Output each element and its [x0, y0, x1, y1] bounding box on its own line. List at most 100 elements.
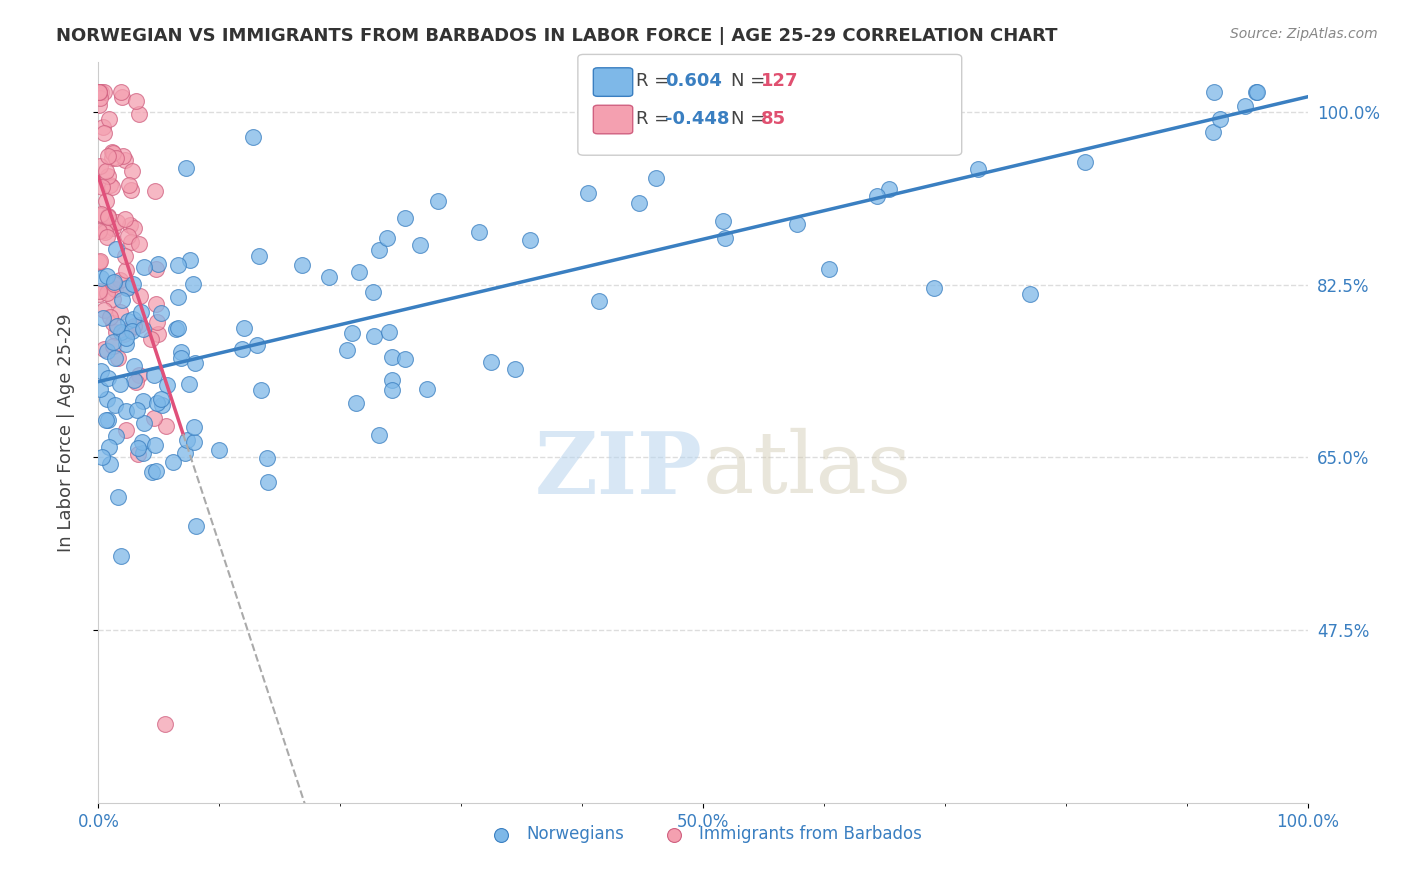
Point	[103, 277, 125, 292]
Point	[101, 293, 124, 307]
Point	[110, 549, 132, 563]
Text: 127: 127	[761, 72, 799, 90]
Point	[111, 293, 134, 307]
Point	[108, 273, 131, 287]
Point	[505, 361, 527, 376]
Point	[93, 302, 115, 317]
Point	[1246, 85, 1268, 99]
Text: NORWEGIAN VS IMMIGRANTS FROM BARBADOS IN LABOR FORCE | AGE 25-29 CORRELATION CHA: NORWEGIAN VS IMMIGRANTS FROM BARBADOS IN…	[56, 27, 1057, 45]
Point	[93, 126, 115, 140]
Point	[361, 285, 384, 299]
Point	[110, 325, 132, 339]
Point	[117, 314, 139, 328]
Point	[90, 85, 112, 99]
Point	[1244, 85, 1267, 99]
Point	[817, 261, 839, 276]
Point	[146, 396, 169, 410]
Point	[101, 145, 124, 160]
Point	[131, 434, 153, 449]
Point	[96, 285, 118, 300]
Point	[231, 343, 253, 357]
Point	[104, 398, 127, 412]
Text: R =: R =	[636, 72, 675, 90]
Point	[120, 322, 142, 336]
Point	[129, 288, 152, 302]
Point	[257, 475, 280, 489]
Point	[645, 171, 668, 186]
Point	[891, 126, 914, 140]
Point	[93, 85, 115, 99]
Point	[104, 243, 127, 257]
Point	[877, 182, 900, 196]
Point	[183, 434, 205, 449]
Point	[149, 306, 172, 320]
Point	[711, 214, 734, 228]
Point	[167, 258, 190, 272]
Text: atlas: atlas	[703, 428, 912, 511]
Point	[124, 373, 146, 387]
Point	[714, 230, 737, 244]
Point	[87, 286, 110, 301]
Point	[637, 116, 659, 130]
Point	[242, 130, 264, 145]
Point	[97, 413, 120, 427]
Point	[105, 326, 128, 340]
Point	[96, 343, 118, 358]
Point	[349, 265, 371, 279]
Point	[104, 429, 127, 443]
Point	[110, 376, 132, 391]
Point	[97, 210, 120, 224]
Point	[104, 351, 127, 365]
Point	[131, 393, 153, 408]
Point	[381, 350, 404, 364]
Point	[146, 327, 169, 342]
Text: R =: R =	[636, 110, 675, 128]
Point	[104, 152, 127, 166]
Point	[183, 420, 205, 434]
Point	[1074, 155, 1097, 169]
Point	[150, 392, 173, 407]
Point	[922, 281, 945, 295]
Point	[128, 318, 150, 333]
Point	[375, 231, 398, 245]
Point	[96, 230, 118, 244]
Point	[98, 310, 121, 324]
Point	[97, 112, 120, 126]
Point	[627, 196, 650, 211]
Point	[143, 184, 166, 198]
Point	[89, 284, 111, 298]
Point	[105, 318, 128, 333]
Point	[179, 252, 201, 267]
Point	[1204, 85, 1226, 99]
Point	[89, 160, 111, 174]
Point	[145, 464, 167, 478]
Point	[1208, 112, 1230, 126]
Point	[143, 368, 166, 382]
Point	[409, 238, 432, 252]
Point	[125, 375, 148, 389]
Point	[87, 255, 110, 269]
Point	[120, 235, 142, 249]
Point	[903, 126, 925, 140]
Point	[1201, 125, 1223, 139]
Point	[97, 149, 120, 163]
Point	[250, 383, 273, 397]
Point	[173, 446, 195, 460]
Point	[115, 423, 138, 437]
Point	[169, 344, 191, 359]
Point	[128, 236, 150, 251]
Point	[866, 189, 889, 203]
Point	[94, 164, 117, 178]
Point	[101, 145, 124, 160]
Point	[246, 337, 269, 351]
Point	[115, 403, 138, 417]
Point	[103, 335, 125, 350]
Point	[125, 94, 148, 108]
Point	[87, 85, 110, 99]
Point	[90, 450, 112, 464]
Text: Source: ZipAtlas.com: Source: ZipAtlas.com	[1230, 27, 1378, 41]
Point	[378, 325, 401, 339]
Point	[318, 270, 340, 285]
Point	[174, 161, 197, 175]
Point	[98, 440, 121, 454]
